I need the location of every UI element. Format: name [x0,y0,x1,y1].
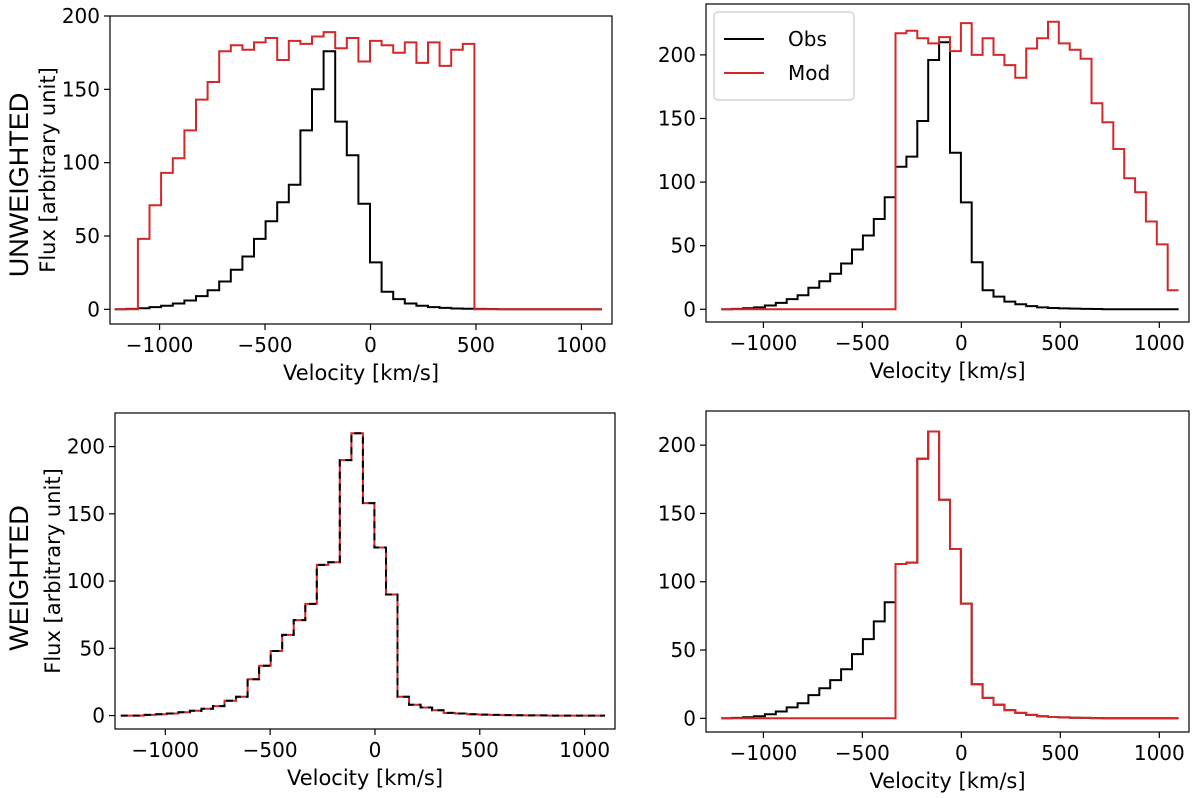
x-axis-label: Velocity [km/s] [283,361,439,385]
x-tick-label: −500 [835,741,890,765]
legend-label-mod: Mod [788,61,830,85]
y-tick-label: 200 [658,43,696,67]
y-tick-label: 150 [658,501,696,525]
y-tick-label: 150 [62,77,100,101]
axes-frame [109,15,613,325]
y-tick-label: 50 [75,224,100,248]
y-tick-label: 0 [87,297,100,321]
chart-panel-bottom-right: −1000 −500 0 500 1000 0 50 100 150 200 Velocity [k… [658,410,1190,793]
y-tick-label: 200 [67,435,105,459]
x-tick-label: 1000 [1134,741,1185,765]
y-tick-label: 100 [658,570,696,594]
y-tick-label: 100 [67,569,105,593]
x-tick-label: 0 [955,741,968,765]
x-tick-label: 1000 [556,333,607,357]
y-tick-label: 100 [658,170,696,194]
x-tick-label: 0 [364,333,377,357]
x-tick-label: 500 [1041,741,1079,765]
series-line-mod [721,430,1179,720]
x-tick-label: −1000 [126,333,194,357]
x-tick-label: 0 [369,738,382,762]
y-tick-label: 200 [658,433,696,457]
series-line-mod [114,31,602,311]
series-line-obs [721,41,1179,311]
x-tick-label: −500 [243,738,298,762]
series-line-obs [721,430,1179,720]
y-tick-label: 0 [683,297,696,321]
legend-label-obs: Obs [788,27,827,51]
chart-panel-top-right: −1000 −500 0 500 1000 0 50 100 150 200 Velocity [k… [658,3,1190,383]
series-line-mod [721,20,1179,311]
y-tick-label: 100 [62,151,100,175]
x-axis-label: Velocity [km/s] [287,766,443,790]
x-tick-label: 500 [1041,331,1079,355]
y-tick-label: 50 [80,636,105,660]
x-tick-label: 0 [955,331,968,355]
x-tick-label: 1000 [1134,331,1185,355]
x-tick-label: −500 [835,331,890,355]
x-tick-label: −1000 [131,738,199,762]
axes-frame [114,412,616,730]
y-tick-label: 50 [671,638,696,662]
x-axis-label: Velocity [km/s] [869,769,1025,793]
row-label-unweighted: UNWEIGHTED [4,93,34,278]
y-tick-label: 0 [683,706,696,730]
series-line-obs [114,50,602,311]
x-axis-label: Velocity [km/s] [869,359,1025,383]
chart-panel-bottom-left: −1000 −500 0 500 1000 0 50 100 150 200 Velocity [k… [41,412,616,790]
chart-panel-top-left: −1000 −500 0 500 1000 0 50 100 150 200 Velocity [k… [36,4,613,385]
series-line-obs [120,432,605,717]
y-tick-label: 200 [62,4,100,28]
y-tick-label: 0 [92,704,105,728]
x-tick-label: −1000 [730,741,798,765]
x-tick-label: 500 [461,738,499,762]
axes-frame [705,3,1190,323]
axes-frame [705,410,1190,733]
y-tick-label: 50 [671,234,696,258]
x-tick-label: −1000 [730,331,798,355]
row-label-weighted: WEIGHTED [4,505,34,651]
y-axis-label: Flux [arbitrary unit] [36,67,60,273]
x-tick-label: 1000 [559,738,610,762]
legend: Obs Mod [713,11,855,101]
y-axis-label: Flux [arbitrary unit] [41,468,65,674]
y-tick-label: 150 [658,106,696,130]
x-tick-label: 500 [457,333,495,357]
legend-box [713,11,855,101]
y-tick-label: 150 [67,502,105,526]
x-tick-label: −500 [238,333,293,357]
